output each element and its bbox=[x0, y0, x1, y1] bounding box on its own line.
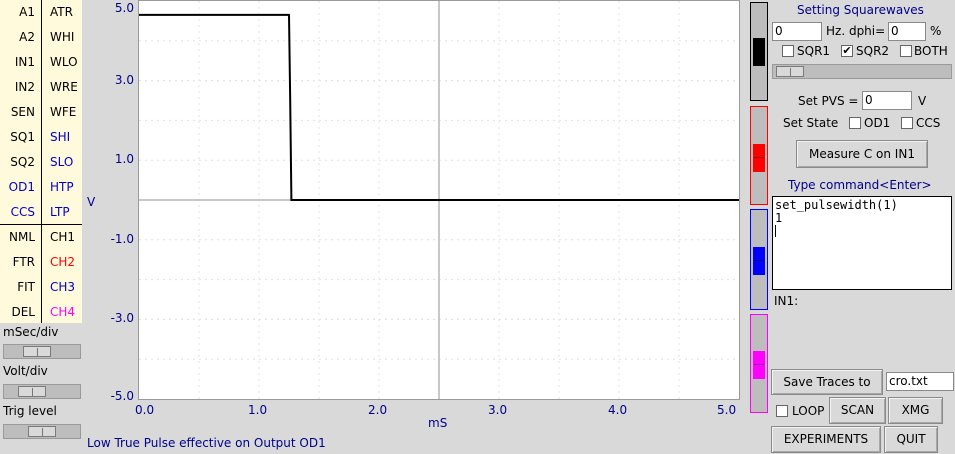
grid-divider-horizontal bbox=[0, 224, 82, 225]
ch2-slider-thumb[interactable] bbox=[753, 144, 765, 172]
ch3-slider-thumb[interactable] bbox=[753, 247, 765, 275]
channel-option-wlo[interactable]: WLO bbox=[50, 55, 78, 69]
in1-readout-label: IN1: bbox=[774, 294, 799, 308]
text-caret bbox=[775, 225, 776, 237]
od1-label: OD1 bbox=[864, 116, 891, 130]
volt-div-label: Volt/div bbox=[3, 364, 48, 378]
channel-option-a1[interactable]: A1 bbox=[19, 5, 35, 19]
msec-div-label: mSec/div bbox=[3, 325, 59, 339]
channel-option-sq2[interactable]: SQ2 bbox=[10, 155, 35, 169]
sqr2-label: SQR2 bbox=[856, 44, 890, 58]
trig-level-slider-thumb[interactable] bbox=[28, 426, 56, 437]
trace-chart bbox=[139, 1, 739, 399]
channel-option-htp[interactable]: HTP bbox=[50, 180, 74, 194]
save-traces-button[interactable]: Save Traces to bbox=[771, 369, 883, 395]
channel-option-whi[interactable]: WHI bbox=[50, 30, 75, 44]
msec-div-slider-thumb[interactable] bbox=[23, 346, 52, 357]
loop-checkbox[interactable] bbox=[776, 405, 788, 417]
status-message: Low True Pulse effective on Output OD1 bbox=[87, 436, 326, 450]
xmg-button[interactable]: XMG bbox=[888, 397, 943, 424]
channel-option-sen[interactable]: SEN bbox=[10, 105, 35, 119]
experiments-button[interactable]: EXPERIMENTS bbox=[771, 426, 881, 453]
volt-div-slider[interactable] bbox=[3, 384, 81, 399]
msec-div-slider[interactable] bbox=[3, 344, 81, 359]
channel-option-ch2[interactable]: CH2 bbox=[50, 255, 76, 269]
ch4-slider-thumb[interactable] bbox=[753, 351, 765, 379]
dphi-input[interactable]: 0 bbox=[888, 22, 926, 41]
x-tick-label: 0.0 bbox=[135, 403, 155, 417]
channel-option-in1[interactable]: IN1 bbox=[14, 55, 35, 69]
panel-title: Setting Squarewaves bbox=[797, 3, 924, 17]
channel-option-fit[interactable]: FIT bbox=[17, 280, 35, 294]
channel-option-ccs[interactable]: CCS bbox=[10, 205, 35, 219]
sqr1-label: SQR1 bbox=[797, 44, 831, 58]
y-tick-label: 5.0 bbox=[114, 1, 134, 15]
channel-option-ch3[interactable]: CH3 bbox=[50, 280, 76, 294]
channel-option-in2[interactable]: IN2 bbox=[14, 80, 35, 94]
scan-button[interactable]: SCAN bbox=[829, 397, 886, 424]
channel-option-wfe[interactable]: WFE bbox=[50, 105, 77, 119]
y-tick-label: -3.0 bbox=[110, 311, 134, 326]
pvs-unit: V bbox=[918, 94, 927, 108]
frequency-label: Hz. dphi= bbox=[826, 24, 886, 38]
percent-label: % bbox=[930, 24, 942, 38]
sqr1-checkbox[interactable] bbox=[782, 45, 794, 57]
measure-c-button[interactable]: Measure C on IN1 bbox=[796, 140, 928, 168]
ch3-offset-slider[interactable] bbox=[750, 209, 768, 310]
frequency-input[interactable]: 0 bbox=[772, 22, 822, 41]
ch2-offset-slider[interactable] bbox=[750, 106, 768, 205]
channel-option-wre[interactable]: WRE bbox=[50, 80, 78, 94]
y-tick-label: -1.0 bbox=[110, 231, 134, 246]
x-axis-unit: mS bbox=[428, 416, 448, 430]
command-textbox[interactable]: set_pulsewidth(1) 1 bbox=[772, 196, 952, 290]
ch1-offset-slider[interactable] bbox=[750, 2, 768, 101]
command-text: set_pulsewidth(1) 1 bbox=[775, 198, 898, 225]
y-tick-label: -5.0 bbox=[110, 389, 134, 403]
ch4-offset-slider[interactable] bbox=[750, 314, 768, 413]
channel-option-shi[interactable]: SHI bbox=[50, 130, 71, 144]
volt-div-slider-thumb[interactable] bbox=[18, 386, 47, 397]
y-axis-unit: V bbox=[87, 195, 96, 209]
save-filename-input[interactable]: cro.txt bbox=[886, 372, 954, 391]
channel-grid: A1 A2 IN1 IN2 SEN SQ1 SQ2 OD1 CCS NML FTR FIT DEL ATR… bbox=[0, 0, 82, 323]
od1-checkbox[interactable] bbox=[849, 117, 861, 129]
x-tick-label: 2.0 bbox=[368, 403, 388, 417]
y-tick-label: 1.0 bbox=[114, 152, 134, 167]
sqr2-checkbox[interactable]: ✔ bbox=[841, 44, 853, 57]
x-tick-label: 5.0 bbox=[717, 403, 737, 417]
channel-option-sq1[interactable]: SQ1 bbox=[10, 130, 35, 144]
channel-option-atr[interactable]: ATR bbox=[50, 5, 73, 19]
x-tick-label: 1.0 bbox=[248, 403, 268, 417]
channel-option-slo[interactable]: SLO bbox=[50, 155, 74, 169]
trig-level-slider[interactable] bbox=[3, 424, 81, 439]
x-tick-label: 3.0 bbox=[488, 403, 508, 417]
quit-button[interactable]: QUIT bbox=[884, 426, 938, 453]
channel-option-a2[interactable]: A2 bbox=[19, 30, 35, 44]
channel-option-del[interactable]: DEL bbox=[11, 305, 35, 319]
ccs-label: CCS bbox=[916, 116, 941, 130]
set-pvs-label: Set PVS = bbox=[798, 94, 859, 108]
type-command-label: Type command<Enter> bbox=[788, 178, 932, 192]
set-state-label: Set State bbox=[783, 116, 839, 130]
y-tick-label: 3.0 bbox=[114, 72, 134, 87]
channel-option-nml[interactable]: NML bbox=[8, 230, 35, 244]
loop-label: LOOP bbox=[792, 404, 825, 418]
channel-option-ltp[interactable]: LTP bbox=[50, 205, 70, 219]
x-tick-label: 4.0 bbox=[608, 403, 628, 417]
grid-divider-vertical bbox=[41, 0, 42, 323]
channel-option-ftr[interactable]: FTR bbox=[12, 255, 35, 269]
trig-level-label: Trig level bbox=[3, 404, 57, 418]
oscilloscope-plot[interactable] bbox=[138, 0, 740, 400]
both-checkbox[interactable] bbox=[900, 45, 912, 57]
both-label: BOTH bbox=[914, 44, 948, 58]
channel-option-ch4[interactable]: CH4 bbox=[50, 305, 76, 319]
pvs-input[interactable]: 0 bbox=[862, 91, 912, 110]
frequency-slider[interactable] bbox=[772, 64, 952, 79]
ccs-checkbox[interactable] bbox=[901, 117, 913, 129]
channel-option-ch1[interactable]: CH1 bbox=[50, 230, 76, 244]
ch1-slider-thumb[interactable] bbox=[753, 38, 765, 66]
trace-line-1 bbox=[139, 13, 739, 201]
frequency-slider-thumb[interactable] bbox=[776, 66, 804, 77]
channel-option-od1[interactable]: OD1 bbox=[8, 180, 35, 194]
